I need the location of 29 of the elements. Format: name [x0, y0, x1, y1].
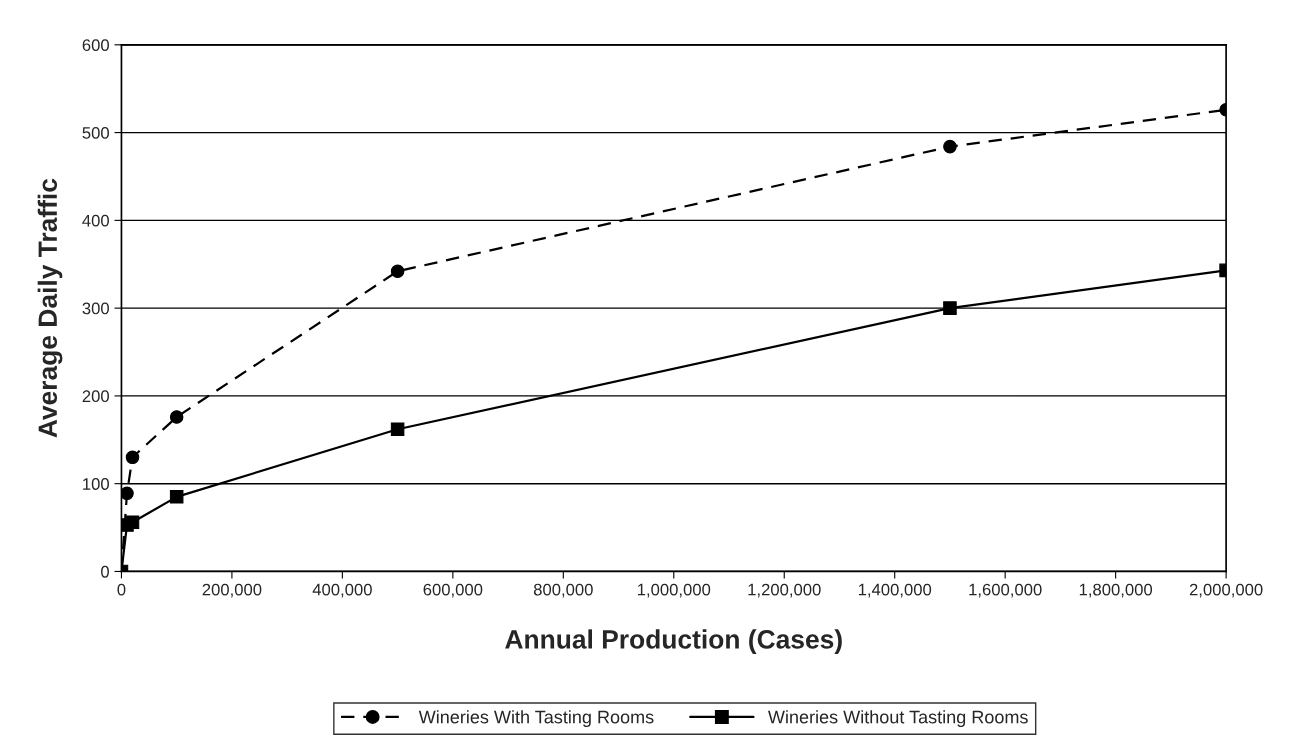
point [390, 422, 405, 437]
x-tick-label: 800,000 [533, 583, 593, 598]
x-tick-label: 0 [117, 583, 126, 596]
y-tick-label: 100 [83, 478, 109, 490]
y-axis-title: Average Daily Traffic [37, 178, 63, 438]
x-tick-label: 400,000 [312, 583, 372, 598]
x-tick-label: 1,800,000 [1079, 583, 1153, 598]
x-tick-label: 200,000 [202, 583, 262, 598]
y-tick-label: 500 [82, 126, 109, 139]
point [121, 486, 134, 501]
y-tick-label: 400 [82, 214, 109, 227]
y-tick-label: 600 [82, 39, 109, 52]
point [125, 515, 140, 530]
x-tick-label: 1,000,000 [637, 583, 711, 598]
point [390, 264, 405, 279]
point [169, 410, 184, 424]
y-tick-label: 0 [101, 565, 109, 578]
legend-label: Wineries With Tasting Rooms [418, 710, 654, 728]
x-tick-label: 1,600,000 [969, 583, 1042, 598]
x-tick-label: 1,400,000 [858, 583, 932, 598]
x-tick-label: 2,000,000 [1189, 583, 1263, 598]
x-axis-title: Annual Production (Cases) [505, 629, 842, 654]
y-tick-label: 200 [82, 390, 109, 403]
x-tick-label: 600,000 [423, 583, 483, 598]
legend-label: Wineries Without Tasting Rooms [767, 710, 1028, 728]
x-tick-label: 1,200,000 [748, 583, 821, 598]
point [169, 490, 184, 504]
point [125, 450, 140, 465]
y-tick-label: 300 [82, 302, 109, 315]
